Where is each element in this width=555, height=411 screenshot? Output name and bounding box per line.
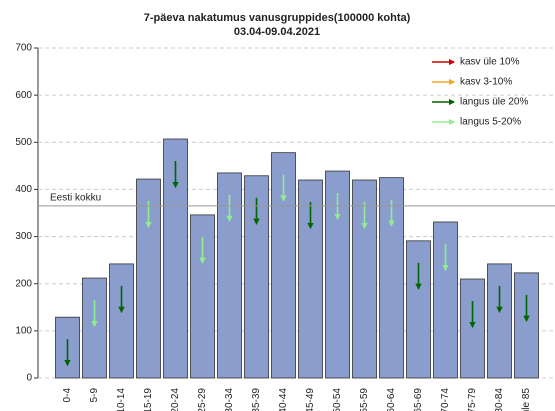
x-tick-label: 30-34 [224,388,235,411]
reference-label: Eesti kokku [50,193,101,204]
bar [487,263,512,379]
legend-label: kasv üle 10% [460,57,520,68]
x-tick-label: 70-74 [440,388,451,411]
x-tick-label: 55-59 [359,388,370,411]
chart-title: 7-päeva nakatumus vanusgruppides(100000 … [144,12,411,24]
legend-label: langus üle 20% [460,97,528,108]
x-tick-label: 0-4 [62,388,73,403]
x-tick-label: 25-29 [197,388,208,411]
x-tick-label: 5-9 [89,388,100,403]
y-tick-label: 100 [15,325,32,336]
bar [244,175,269,379]
x-tick-label: 35-39 [251,388,262,411]
y-tick-label: 700 [15,43,32,54]
x-tick-label: 80-84 [494,388,505,411]
y-tick-label: 400 [15,184,32,195]
y-tick-label: 500 [15,137,32,148]
y-tick-label: 0 [26,373,32,384]
x-tick-label: 10-14 [116,388,127,411]
x-tick-label: 65-69 [413,388,424,411]
bar [109,263,134,379]
x-tick-label: 20-24 [170,388,181,411]
y-tick-label: 600 [15,90,32,101]
x-tick-label: 50-54 [332,388,343,411]
x-tick-label: 75-79 [467,388,478,411]
bar [82,277,107,379]
legend-label: langus 5-20% [460,117,521,128]
x-tick-label: üle 85 [521,388,532,411]
bar [460,278,485,379]
bar [406,240,431,379]
x-tick-label: 15-19 [143,388,154,411]
y-tick-label: 300 [15,231,32,242]
x-tick-label: 60-64 [386,388,397,411]
x-tick-label: 40-44 [278,388,289,411]
bar [514,272,539,379]
x-tick-label: 45-49 [305,388,316,411]
chart-subtitle: 03.04-09.04.2021 [234,26,320,38]
legend-label: kasv 3-10% [460,77,512,88]
y-tick-label: 200 [15,278,32,289]
